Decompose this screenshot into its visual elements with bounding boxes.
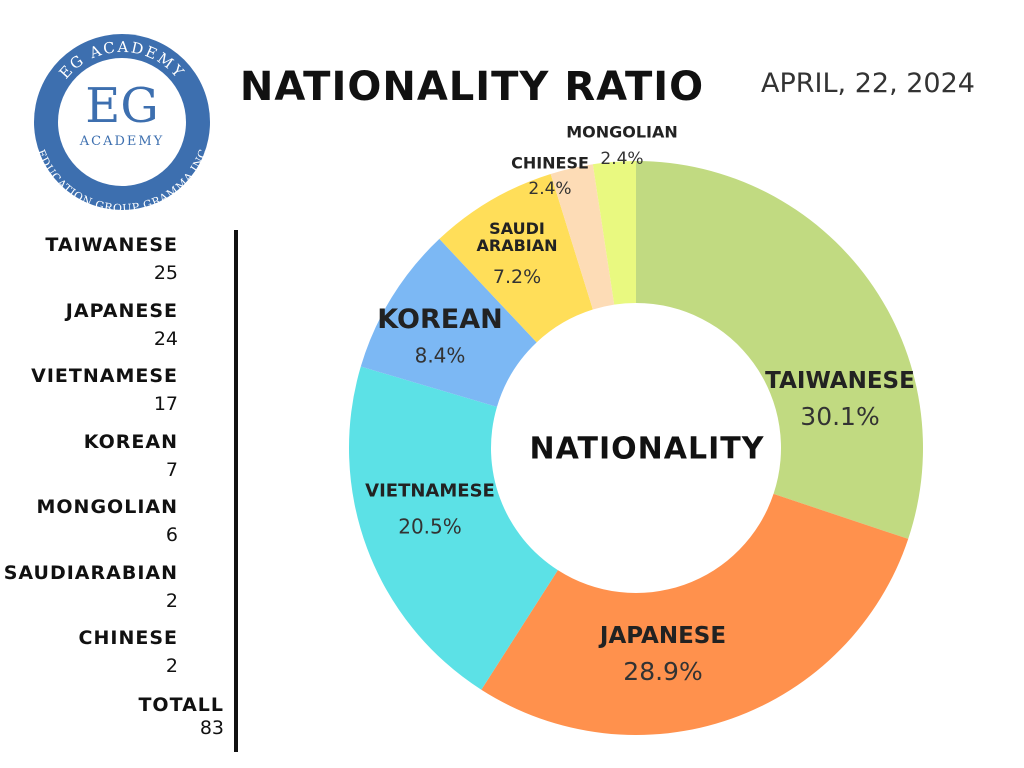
- count-value: 25: [153, 262, 178, 284]
- count-value: 6: [165, 524, 178, 546]
- count-name: JAPANESE: [65, 299, 178, 322]
- segment-value-label: 2.4%: [528, 179, 572, 200]
- count-name: SAUDIARABIAN: [3, 561, 178, 584]
- count-name: KOREAN: [83, 430, 178, 453]
- segment-value-label: 28.9%: [623, 656, 703, 686]
- logo-subtitle: ACADEMY: [79, 134, 165, 149]
- segment-value-label: 7.2%: [492, 266, 542, 289]
- segment-label: SAUDI ARABIAN: [476, 219, 558, 255]
- count-value: 24: [153, 327, 178, 350]
- segment-value-label: 20.5%: [398, 514, 462, 539]
- donut-segment: [360, 238, 537, 407]
- donut-segment: [349, 366, 558, 690]
- donut-segment: [550, 164, 615, 310]
- count-value: 2: [165, 589, 178, 612]
- count-name: MONGOLIAN: [36, 496, 178, 518]
- segment-value-label: 30.1%: [800, 401, 880, 431]
- logo-center: [58, 58, 186, 186]
- donut-segment: [592, 161, 636, 305]
- segment-value-label: 8.4%: [414, 343, 466, 368]
- donut-segment: [439, 173, 593, 343]
- segment-value-label: 2.4%: [600, 149, 644, 170]
- date: APRIL, 22, 2024: [761, 68, 975, 99]
- segment-label: VIETNAMESE: [365, 480, 495, 502]
- count-name: TAIWANESE: [45, 234, 178, 256]
- chart-title: NATIONALITY RATIO: [240, 64, 704, 110]
- total-label: TOTALL: [138, 694, 224, 716]
- logo-initials: EG: [85, 78, 158, 134]
- donut-segment: [481, 493, 909, 735]
- center-label: NATIONALITY: [530, 432, 765, 467]
- segment-label: KOREAN: [377, 303, 503, 335]
- segment-label: CHINESE: [511, 153, 589, 173]
- segment-label: JAPANESE: [599, 622, 727, 649]
- count-value: 2: [165, 655, 178, 677]
- segment-label: MONGOLIAN: [566, 122, 678, 142]
- segment-label: TAIWANESE: [765, 367, 915, 394]
- donut: [349, 161, 924, 735]
- count-value: 17: [153, 393, 178, 415]
- total-value: 83: [199, 717, 224, 739]
- logo: EG ACADEMY EDUCATION GROUP GRAMMA INC EG…: [34, 34, 210, 215]
- donut-segment: [636, 161, 924, 539]
- count-value: 7: [165, 458, 178, 481]
- count-name: CHINESE: [78, 627, 178, 649]
- count-name: VIETNAMESE: [31, 365, 178, 387]
